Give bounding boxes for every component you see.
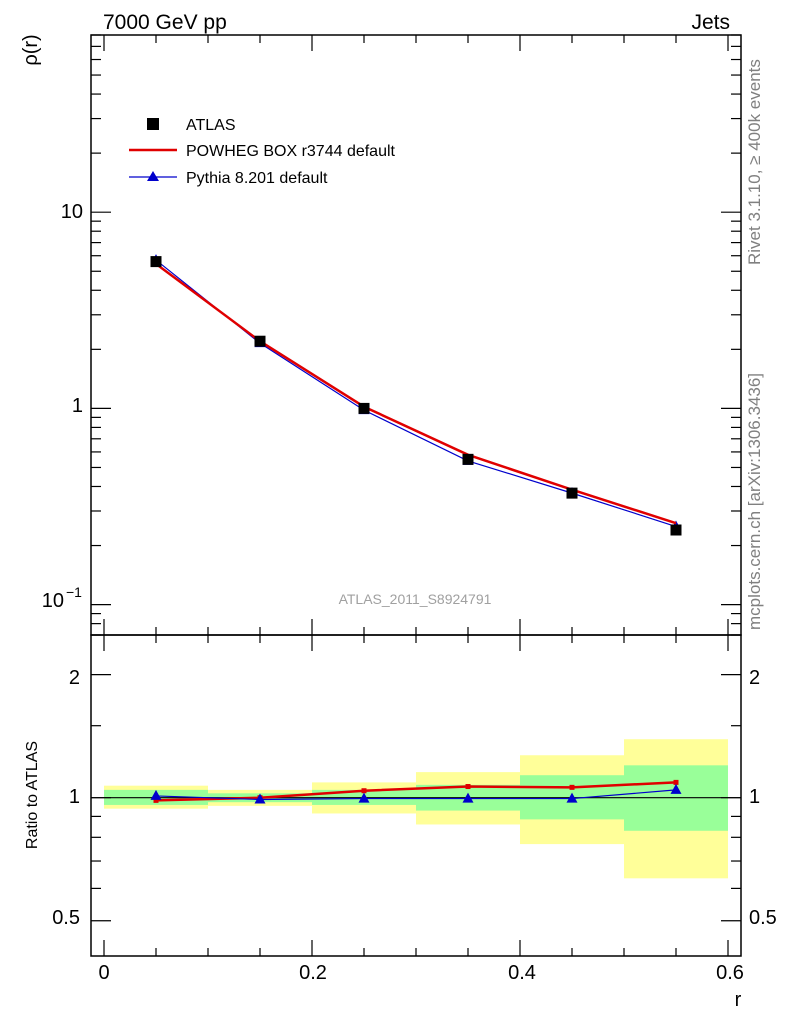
ratio-ytick-label-1-right: 1 <box>749 786 760 808</box>
legend-pythia-marker <box>147 171 159 181</box>
x-axis-title: r <box>735 989 742 1011</box>
legend-pythia-label: Pythia 8.201 default <box>186 170 328 187</box>
ratio-ytick-label-2-right: 2 <box>749 667 760 689</box>
ratio-uncertainty-bands <box>91 739 741 879</box>
analysis-watermark: ATLAS_2011_S8924791 <box>339 591 492 607</box>
ratio-powheg-point <box>361 788 367 794</box>
legend-powheg-label: POWHEG BOX r3744 default <box>186 143 396 160</box>
atlas-data-point <box>566 487 578 499</box>
atlas-data-point <box>358 402 370 414</box>
main-series <box>150 254 682 536</box>
ratio-ytick-label-0.5: 0.5 <box>52 907 80 929</box>
main-ytick-label-10: 10 <box>61 201 83 223</box>
ratio-pythia-point <box>670 783 682 794</box>
xtick-label-0.6: 0.6 <box>716 962 744 984</box>
main-ytick-label-0.1: 10 <box>42 590 64 612</box>
ratio-pythia-point <box>254 793 266 804</box>
xtick-label-0: 0 <box>98 962 109 984</box>
ratio-y-axis-title: Ratio to ATLAS <box>24 741 41 849</box>
ratio-series <box>150 779 682 804</box>
energy-label: 7000 GeV pp <box>103 11 227 34</box>
legend-atlas-marker <box>147 118 159 130</box>
ratio-pythia-line <box>155 789 677 801</box>
ratio-ytick-label-1: 1 <box>69 786 80 808</box>
pythia-line <box>155 259 677 528</box>
atlas-data-point <box>254 335 266 347</box>
ratio-powheg-point <box>569 784 575 790</box>
ratio-pythia-point <box>358 792 370 803</box>
atlas-data-point <box>150 256 162 268</box>
rivet-version-label: Rivet 3.1.10, ≥ 400k events <box>745 59 764 265</box>
mcplots-label: mcplots.cern.ch [arXiv:1306.3436] <box>745 373 764 630</box>
main-ytick-label-1: 1 <box>72 395 83 417</box>
atlas-data-point <box>670 524 682 536</box>
main-ytick-label-0.1-base: 10 <box>42 590 64 612</box>
ratio-powheg-point <box>465 784 471 790</box>
ratio-pythia-point <box>462 792 474 803</box>
main-ytick-label-0.1-exponent: −1 <box>66 584 82 600</box>
ratio-pythia-point <box>566 792 578 803</box>
ratio-ytick-label-0.5-right: 0.5 <box>749 907 777 929</box>
ratio-pythia-point <box>150 789 162 800</box>
axes <box>90 34 742 957</box>
process-label: Jets <box>691 11 730 34</box>
powheg-line <box>155 262 677 525</box>
ratio-powheg-line <box>155 781 677 802</box>
main-y-axis-title: ρ(r) <box>20 34 42 65</box>
ratio-powheg-point <box>153 797 159 803</box>
ratio-ytick-label-2: 2 <box>69 667 80 689</box>
legend: ATLAS POWHEG BOX r3744 default Pythia 8.… <box>129 117 396 187</box>
legend-atlas-label: ATLAS <box>186 117 236 134</box>
atlas-data-point <box>462 453 474 465</box>
xtick-label-0.2: 0.2 <box>299 962 327 984</box>
xtick-label-0.4: 0.4 <box>508 962 536 984</box>
ratio-powheg-point <box>673 779 679 785</box>
